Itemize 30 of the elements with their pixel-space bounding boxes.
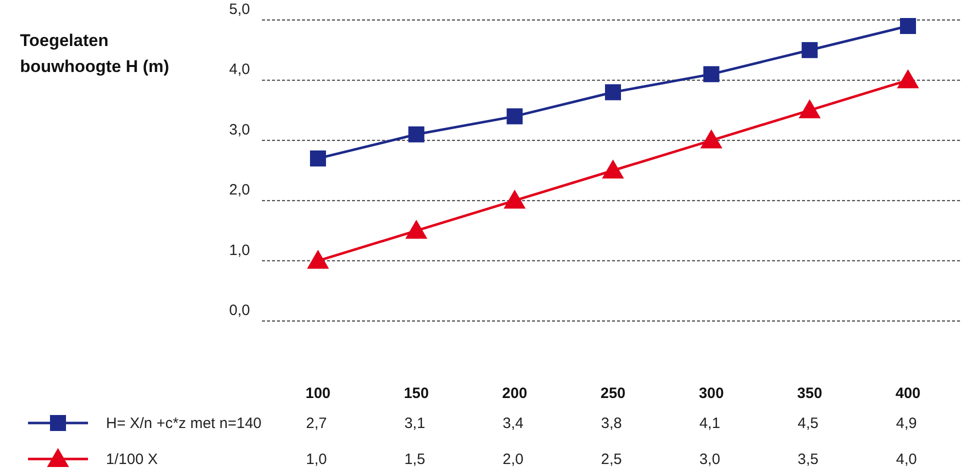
data-label: 4,5: [798, 415, 819, 432]
legend-label: H= X/n +c*z met n=140: [106, 415, 262, 432]
data-label: 3,4: [502, 415, 524, 432]
y-tick-label: 5,0: [229, 1, 250, 18]
data-label: 2,5: [601, 451, 622, 468]
y-axis-title: Toegelaten bouwhoogte H (m): [20, 31, 170, 76]
y-tick-label: 1,0: [229, 242, 250, 259]
x-tick-label: 100: [305, 385, 331, 402]
x-tick-label: 150: [404, 385, 429, 402]
data-label: 3,0: [699, 451, 720, 468]
y-tick-label: 0,0: [229, 302, 250, 319]
x-tick-label: 300: [698, 385, 724, 402]
y-tick-label: 3,0: [229, 121, 250, 138]
data-label: 2,7: [306, 415, 327, 432]
data-label: 1,0: [306, 451, 327, 468]
x-tick-label: 400: [895, 385, 921, 402]
data-label: 2,0: [502, 451, 524, 468]
x-tick-label: 250: [600, 385, 626, 402]
data-label: 3,1: [404, 415, 426, 432]
y-tick-label: 4,0: [229, 61, 250, 78]
data-label: 1,5: [404, 451, 426, 468]
data-label: 3,8: [601, 415, 622, 432]
y-tick-label: 2,0: [229, 182, 250, 199]
x-tick-label: 200: [502, 385, 528, 402]
data-label: 3,5: [798, 451, 819, 468]
data-label: 4,0: [896, 451, 917, 468]
data-label: 4,1: [699, 415, 720, 432]
data-label: 4,9: [896, 415, 917, 432]
legend-label: 1/100 X: [106, 451, 158, 468]
x-tick-label: 350: [797, 385, 822, 402]
